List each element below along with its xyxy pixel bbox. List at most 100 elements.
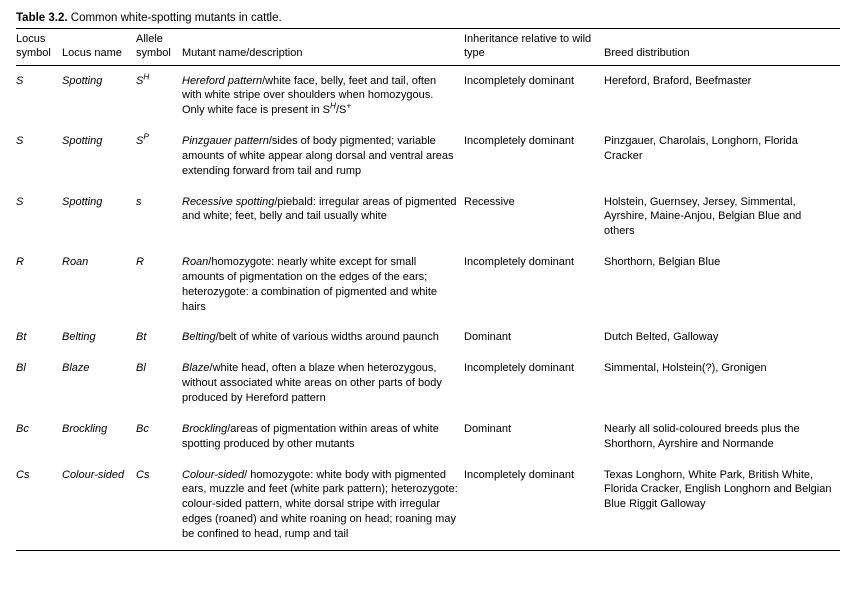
table-body: SSpottingSHHereford pattern/white face, …	[16, 65, 840, 550]
locus-name: Spotting	[62, 196, 102, 208]
cell-allele-symbol: s	[136, 187, 182, 248]
cell-inheritance: Recessive	[464, 187, 604, 248]
allele-base: s	[136, 196, 142, 208]
col-breed: Breed distribution	[604, 29, 840, 66]
cell-allele-symbol: Bl	[136, 353, 182, 414]
allele-superscript: H	[143, 72, 149, 81]
cell-inheritance: Incompletely dominant	[464, 65, 604, 126]
table-header-row: Locus symbol Locus name Allele symbol Mu…	[16, 29, 840, 66]
cell-breed: Holstein, Guernsey, Jersey, Simmental, A…	[604, 187, 840, 248]
locus-name: Roan	[62, 256, 88, 268]
locus-symbol: S	[16, 135, 23, 147]
cell-locus-name: Roan	[62, 247, 136, 322]
cell-inheritance: Incompletely dominant	[464, 247, 604, 322]
cell-description: Belting/belt of white of various widths …	[182, 322, 464, 353]
cell-inheritance: Incompletely dominant	[464, 460, 604, 551]
cell-locus-symbol: R	[16, 247, 62, 322]
table-caption: Table 3.2. Common white-spotting mutants…	[16, 12, 840, 24]
table-title: Common white-spotting mutants in cattle.	[71, 12, 282, 24]
table-row: Bl Blaze Bl Blaze/white head, often a blaze…	[16, 353, 840, 414]
mutants-table: Locus symbol Locus name Allele symbol Mu…	[16, 28, 840, 551]
mutant-name: Blaze	[182, 362, 210, 374]
cell-breed: Simmental, Holstein(?), Gronigen	[604, 353, 840, 414]
cell-breed: Nearly all solid-coloured breeds plus th…	[604, 414, 840, 460]
description-text: /homozygote: nearly white except for sma…	[182, 256, 437, 313]
cell-inheritance: Dominant	[464, 414, 604, 460]
allele-base: Cs	[136, 469, 149, 481]
table-row: R Roan R Roan/homozygote: nearly white exce…	[16, 247, 840, 322]
table-row: SSpottingSPPinzgauer pattern/sides of bo…	[16, 126, 840, 187]
description-text: /belt of white of various widths around …	[216, 331, 439, 343]
cell-locus-symbol: S	[16, 187, 62, 248]
cell-allele-symbol: Bc	[136, 414, 182, 460]
mutant-name: Colour-sided	[182, 469, 244, 481]
col-locus-name: Locus name	[62, 29, 136, 66]
cell-locus-symbol: S	[16, 65, 62, 126]
locus-symbol: Bl	[16, 362, 26, 374]
locus-name: Spotting	[62, 75, 102, 87]
mutant-name: Recessive spotting	[182, 196, 274, 208]
mutant-name: Pinzgauer pattern	[182, 135, 269, 147]
locus-symbol: S	[16, 75, 23, 87]
allele-base: Bl	[136, 362, 146, 374]
cell-locus-name: Spotting	[62, 126, 136, 187]
cell-description: Brockling/areas of pigmentation within a…	[182, 414, 464, 460]
cell-description: Hereford pattern/white face, belly, feet…	[182, 65, 464, 126]
locus-symbol: Cs	[16, 469, 29, 481]
allele-base: Bc	[136, 423, 149, 435]
locus-name: Colour-sided	[62, 469, 124, 481]
cell-inheritance: Dominant	[464, 322, 604, 353]
mutant-name: Hereford pattern	[182, 75, 262, 87]
cell-locus-symbol: Bt	[16, 322, 62, 353]
cell-breed: Dutch Belted, Galloway	[604, 322, 840, 353]
col-locus-symbol: Locus symbol	[16, 29, 62, 66]
cell-allele-symbol: SH	[136, 65, 182, 126]
col-inheritance: Inheritance relative to wild type	[464, 29, 604, 66]
cell-locus-symbol: Bl	[16, 353, 62, 414]
table-number: Table 3.2.	[16, 12, 68, 24]
cell-locus-symbol: S	[16, 126, 62, 187]
cell-description: Recessive spotting/piebald: irregular ar…	[182, 187, 464, 248]
table-row: Cs Colour-sided Cs Colour-sided/ homozygote…	[16, 460, 840, 551]
cell-locus-name: Spotting	[62, 187, 136, 248]
cell-description: Blaze/white head, often a blaze when het…	[182, 353, 464, 414]
cell-breed: Hereford, Braford, Beefmaster	[604, 65, 840, 126]
allele-superscript: P	[143, 132, 149, 141]
desc-slash: /S	[336, 104, 346, 116]
cell-locus-name: Spotting	[62, 65, 136, 126]
cell-locus-name: Brockling	[62, 414, 136, 460]
locus-symbol: Bt	[16, 331, 26, 343]
allele-base: Bt	[136, 331, 146, 343]
locus-name: Spotting	[62, 135, 102, 147]
table-row: Bt Belting Bt Belting/belt of white of vari…	[16, 322, 840, 353]
cell-locus-name: Blaze	[62, 353, 136, 414]
table-row: Bc Brockling Bc Brockling/areas of pigmenta…	[16, 414, 840, 460]
locus-symbol: Bc	[16, 423, 29, 435]
cell-breed: Shorthorn, Belgian Blue	[604, 247, 840, 322]
cell-description: Roan/homozygote: nearly white except for…	[182, 247, 464, 322]
locus-name: Brockling	[62, 423, 107, 435]
desc-sup-2: +	[346, 102, 351, 111]
cell-locus-symbol: Cs	[16, 460, 62, 551]
locus-name: Belting	[62, 331, 96, 343]
cell-allele-symbol: Cs	[136, 460, 182, 551]
cell-allele-symbol: SP	[136, 126, 182, 187]
table-row: S Spotting SHHereford pattern/white face, …	[16, 65, 840, 126]
allele-base: R	[136, 256, 144, 268]
cell-locus-name: Colour-sided	[62, 460, 136, 551]
col-allele-symbol: Allele symbol	[136, 29, 182, 66]
cell-locus-symbol: Bc	[16, 414, 62, 460]
cell-allele-symbol: R	[136, 247, 182, 322]
locus-name: Blaze	[62, 362, 90, 374]
cell-breed: Pinzgauer, Charolais, Longhorn, Florida …	[604, 126, 840, 187]
locus-symbol: R	[16, 256, 24, 268]
mutant-name: Belting	[182, 331, 216, 343]
mutant-name: Roan	[182, 256, 208, 268]
table-row: SSpotting s Recessive spotting/piebald: ir…	[16, 187, 840, 248]
cell-locus-name: Belting	[62, 322, 136, 353]
col-description: Mutant name/description	[182, 29, 464, 66]
cell-inheritance: Incompletely dominant	[464, 126, 604, 187]
cell-description: Colour-sided/ homozygote: white body wit…	[182, 460, 464, 551]
mutant-name: Brockling	[182, 423, 227, 435]
cell-breed: Texas Longhorn, White Park, British Whit…	[604, 460, 840, 551]
